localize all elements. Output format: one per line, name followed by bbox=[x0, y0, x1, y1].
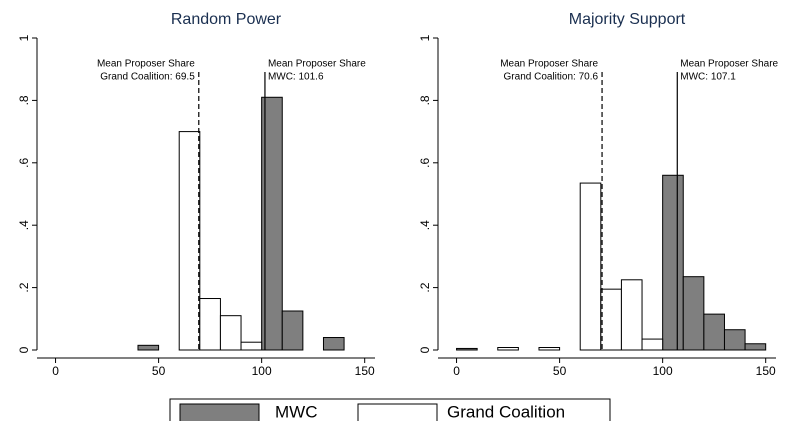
histogram-bar bbox=[322, 337, 345, 351]
histogram-bar bbox=[261, 96, 283, 351]
x-tick-label: 100 bbox=[252, 364, 272, 378]
y-tick-label: 1 bbox=[418, 34, 432, 41]
histogram-bar bbox=[219, 315, 242, 351]
annotation-text: Grand Coalition: 70.6 bbox=[504, 72, 599, 83]
histogram-bar bbox=[600, 288, 622, 351]
annotation-text: Mean Proposer Share bbox=[268, 59, 366, 70]
histogram-bar bbox=[703, 313, 725, 351]
legend-label: MWC bbox=[275, 402, 317, 421]
x-tick-label: 0 bbox=[453, 364, 460, 378]
annotation-text: Grand Coalition: 69.5 bbox=[100, 72, 195, 83]
x-tick-label: 150 bbox=[355, 364, 375, 378]
y-tick-label: .6 bbox=[418, 157, 432, 167]
y-tick-label: .4 bbox=[17, 220, 31, 230]
histogram-bar bbox=[281, 310, 304, 351]
histogram-bar bbox=[199, 298, 221, 351]
annotation-text: MWC: 107.1 bbox=[680, 72, 736, 83]
histogram-bar bbox=[641, 338, 664, 351]
annotation-text: Mean Proposer Share bbox=[97, 59, 195, 70]
y-tick-label: 0 bbox=[17, 346, 31, 353]
histogram-bar bbox=[456, 347, 478, 351]
histogram-bar bbox=[497, 347, 519, 351]
annotation-text: Mean Proposer Share bbox=[500, 59, 598, 70]
y-tick-label: .4 bbox=[418, 220, 432, 230]
legend-swatch bbox=[357, 403, 438, 421]
x-tick-label: 50 bbox=[553, 364, 567, 378]
y-tick-label: .2 bbox=[418, 282, 432, 292]
y-tick-label: .6 bbox=[17, 157, 31, 167]
histogram-bar bbox=[178, 131, 201, 351]
histogram-bar bbox=[662, 174, 684, 351]
histogram-bar bbox=[538, 347, 561, 351]
chart-title: Random Power bbox=[171, 11, 282, 28]
histogram-bar bbox=[620, 279, 643, 351]
x-tick-label: 50 bbox=[152, 364, 166, 378]
x-tick-label: 100 bbox=[653, 364, 673, 378]
histogram-bar bbox=[137, 344, 160, 351]
annotation-text: Mean Proposer Share bbox=[680, 59, 778, 70]
y-tick-label: .8 bbox=[418, 95, 432, 105]
x-tick-label: 150 bbox=[756, 364, 776, 378]
x-tick-label: 0 bbox=[52, 364, 59, 378]
histogram-bar bbox=[579, 182, 602, 351]
histogram-bar bbox=[744, 343, 767, 351]
y-tick-label: 0 bbox=[418, 346, 432, 353]
histogram-bar bbox=[240, 341, 263, 351]
annotation-text: MWC: 101.6 bbox=[268, 72, 324, 83]
y-tick-label: .8 bbox=[17, 95, 31, 105]
histogram-bar bbox=[723, 329, 746, 351]
legend-swatch bbox=[179, 403, 260, 421]
legend-label: Grand Coalition bbox=[447, 402, 565, 421]
y-tick-label: 1 bbox=[17, 34, 31, 41]
y-tick-label: .2 bbox=[17, 282, 31, 292]
histogram-bar bbox=[682, 276, 705, 351]
chart-title: Majority Support bbox=[569, 11, 686, 28]
